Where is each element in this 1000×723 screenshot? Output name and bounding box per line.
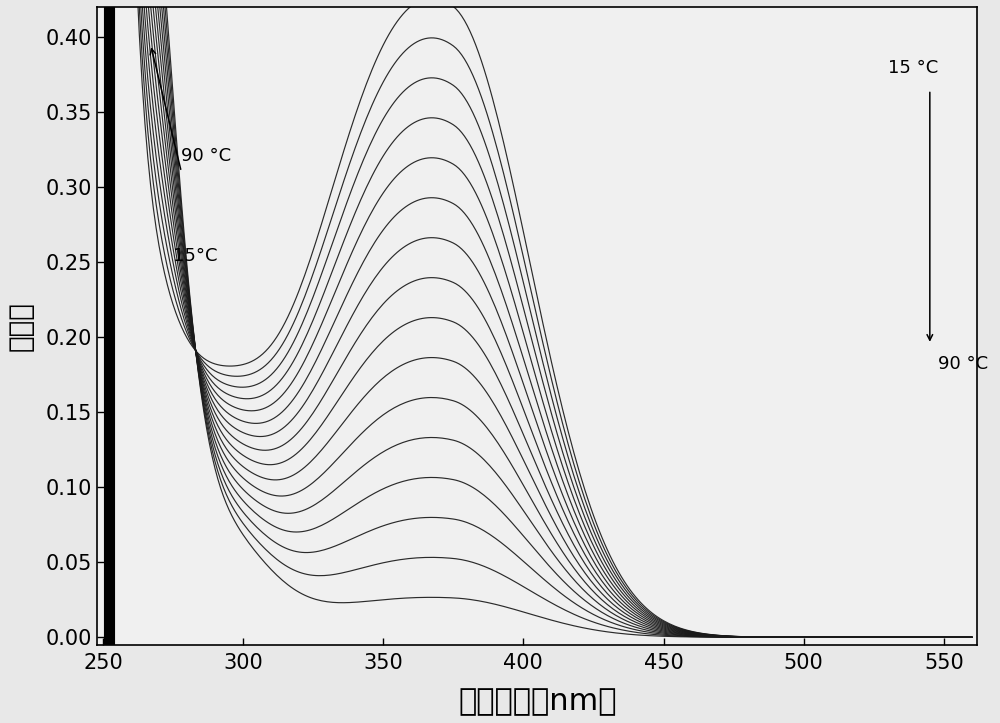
Text: 90 °C: 90 °C	[181, 147, 232, 165]
X-axis label: 吸收波长（nm）: 吸收波长（nm）	[458, 687, 617, 716]
Text: 15 °C: 15 °C	[888, 59, 938, 77]
Text: 15°C: 15°C	[173, 247, 217, 265]
Text: 90 °C: 90 °C	[938, 355, 988, 373]
Y-axis label: 吸光度: 吸光度	[7, 301, 35, 351]
